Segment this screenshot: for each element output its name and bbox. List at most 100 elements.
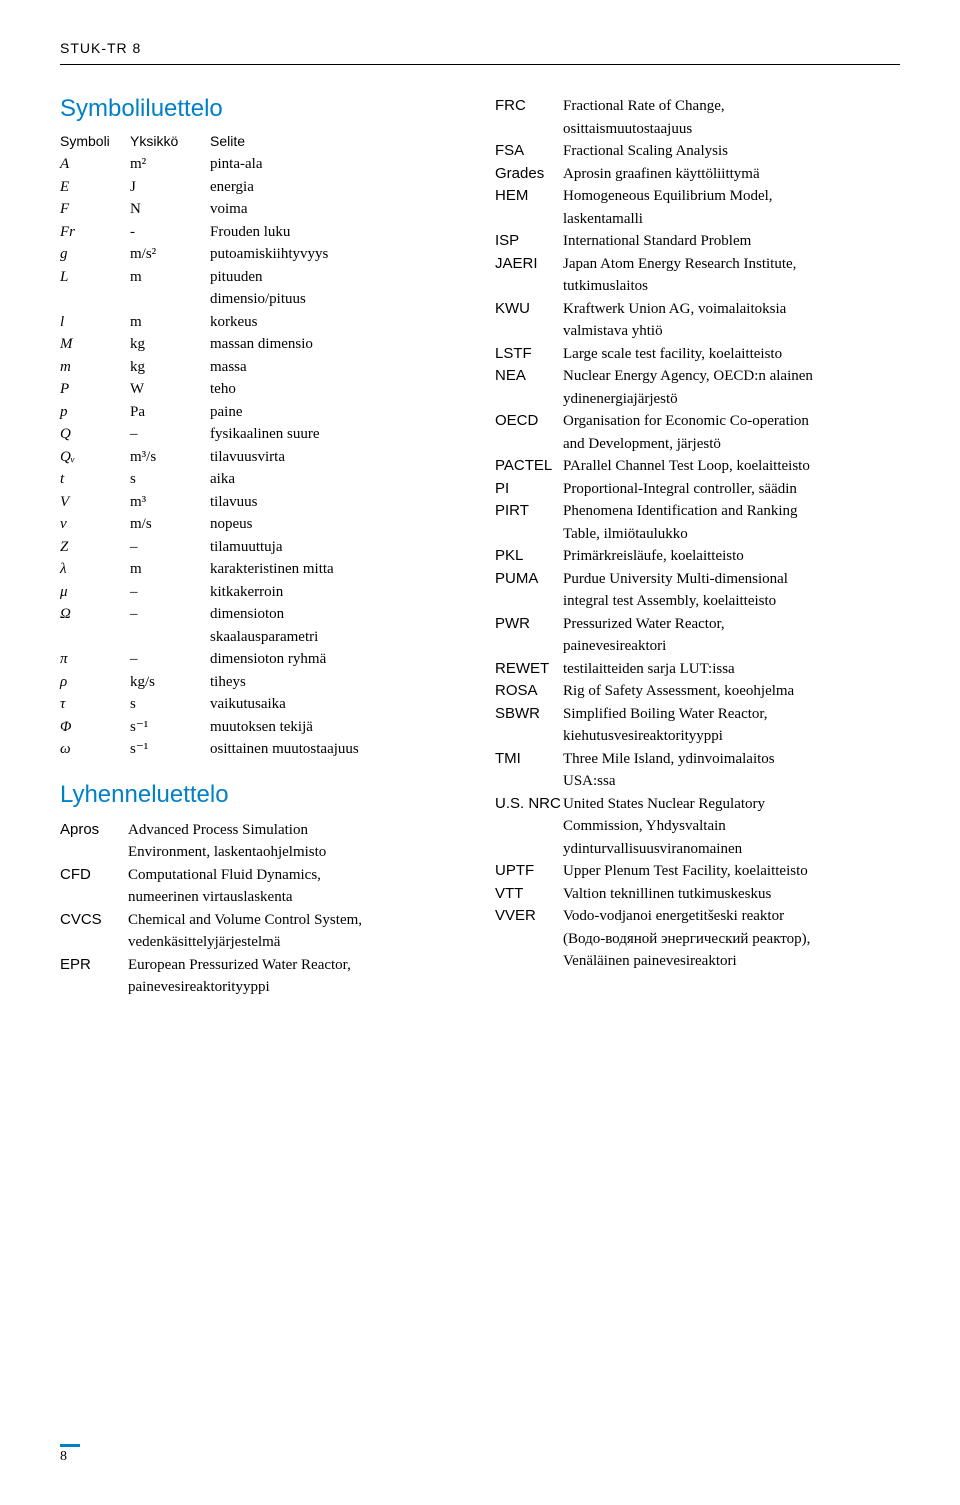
desc-cell: tilavuusvirta	[210, 446, 465, 469]
desc-cell: korkeus	[210, 311, 465, 334]
unit-cell: s⁻¹	[130, 716, 210, 739]
abbrev-row: HEMHomogeneous Equilibrium Model,	[495, 185, 900, 208]
symbol-row: Mkgmassan dimensio	[60, 333, 465, 356]
symbol-row: μ–kitkakerroin	[60, 581, 465, 604]
desc-cell: teho	[210, 378, 465, 401]
abbrev-row: U.S. NRCUnited States Nuclear Regulatory	[495, 793, 900, 816]
desc-cell: pituuden	[210, 266, 465, 289]
symbol-cell: M	[60, 333, 130, 356]
symbol-row: Z–tilamuuttuja	[60, 536, 465, 559]
symbol-cell: μ	[60, 581, 130, 604]
abbrev-key: PWR	[495, 613, 563, 636]
abbrev-key: FSA	[495, 140, 563, 163]
abbrev-text: Primärkreisläufe, koelaitteisto	[563, 545, 900, 568]
unit-cell: m³/s	[130, 446, 210, 469]
symbol-row: ωs⁻¹osittainen muutostaajuus	[60, 738, 465, 761]
unit-cell: kg	[130, 356, 210, 379]
abbrev-text-cont: integral test Assembly, koelaitteisto	[495, 590, 900, 613]
abbrev-key: REWET	[495, 658, 563, 681]
abbrev-row: CVCSChemical and Volume Control System,	[60, 909, 465, 932]
abbrev-key: VVER	[495, 905, 563, 928]
abbrev-text-cont: tutkimuslaitos	[495, 275, 900, 298]
abbrev-row: CFDComputational Fluid Dynamics,	[60, 864, 465, 887]
symbol-row: gm/s²putoamiskiihtyvyys	[60, 243, 465, 266]
abbrev-key: OECD	[495, 410, 563, 433]
abbrev-key: ROSA	[495, 680, 563, 703]
left-column: Symboliluettelo Symboli Yksikkö Selite A…	[60, 95, 465, 999]
symbol-cell: v	[60, 513, 130, 536]
abbrev-key: EPR	[60, 954, 128, 977]
abbrev-row: PKLPrimärkreisläufe, koelaitteisto	[495, 545, 900, 568]
unit-cell: –	[130, 603, 210, 626]
desc-cell: skaalausparametri	[210, 626, 465, 649]
abbrev-list-title: Lyhenneluettelo	[60, 781, 465, 809]
abbrev-row: OECDOrganisation for Economic Co-operati…	[495, 410, 900, 433]
symbol-row: Fr-Frouden luku	[60, 221, 465, 244]
abbrev-text: International Standard Problem	[563, 230, 900, 253]
abbrev-key: ISP	[495, 230, 563, 253]
abbrev-row: UPTFUpper Plenum Test Facility, koelaitt…	[495, 860, 900, 883]
symbol-row: lmkorkeus	[60, 311, 465, 334]
unit-cell: m	[130, 311, 210, 334]
symbol-cell: l	[60, 311, 130, 334]
abbrev-key: Grades	[495, 163, 563, 186]
symbol-row: Lmpituuden	[60, 266, 465, 289]
unit-cell	[130, 626, 210, 649]
symbol-table-body: Am²pinta-alaEJenergiaFNvoimaFr-Frouden l…	[60, 153, 465, 761]
desc-cell: putoamiskiihtyvyys	[210, 243, 465, 266]
abbrev-key: CFD	[60, 864, 128, 887]
symbol-row: vm/snopeus	[60, 513, 465, 536]
desc-cell: dimensioton	[210, 603, 465, 626]
abbrev-key: LSTF	[495, 343, 563, 366]
unit-cell: W	[130, 378, 210, 401]
abbrev-text: Large scale test facility, koelaitteisto	[563, 343, 900, 366]
header-symbol: Symboli	[60, 133, 130, 149]
desc-cell: kitkakerroin	[210, 581, 465, 604]
abbrev-text-cont: USA:ssa	[495, 770, 900, 793]
symbol-row: Ω–dimensioton	[60, 603, 465, 626]
symbol-row: τsvaikutusaika	[60, 693, 465, 716]
symbol-cell: V	[60, 491, 130, 514]
abbrev-text: Fractional Rate of Change,	[563, 95, 900, 118]
abbrev-text: Pressurized Water Reactor,	[563, 613, 900, 636]
abbrev-text: Proportional-Integral controller, säädin	[563, 478, 900, 501]
unit-cell: m/s²	[130, 243, 210, 266]
symbol-cell: Qᵥ	[60, 446, 130, 469]
symbol-row: Am²pinta-ala	[60, 153, 465, 176]
unit-cell: m	[130, 558, 210, 581]
abbrev-text-cont: painevesireaktorityyppi	[60, 976, 465, 999]
symbol-cell: λ	[60, 558, 130, 581]
symbol-row: FNvoima	[60, 198, 465, 221]
symbol-cell: m	[60, 356, 130, 379]
abbrev-text-cont: laskentamalli	[495, 208, 900, 231]
abbrev-text-cont: kiehutusvesireaktorityyppi	[495, 725, 900, 748]
abbrev-row: FSAFractional Scaling Analysis	[495, 140, 900, 163]
abbrev-text-cont: painevesireaktori	[495, 635, 900, 658]
header-unit: Yksikkö	[130, 133, 210, 149]
abbrev-text: Fractional Scaling Analysis	[563, 140, 900, 163]
abbrev-text: Upper Plenum Test Facility, koelaitteist…	[563, 860, 900, 883]
symbol-cell: π	[60, 648, 130, 671]
symbol-row: skaalausparametri	[60, 626, 465, 649]
abbrev-key: PKL	[495, 545, 563, 568]
abbrev-key: NEA	[495, 365, 563, 388]
unit-cell: N	[130, 198, 210, 221]
abbrev-row: LSTFLarge scale test facility, koelaitte…	[495, 343, 900, 366]
desc-cell: massan dimensio	[210, 333, 465, 356]
content-columns: Symboliluettelo Symboli Yksikkö Selite A…	[60, 95, 900, 999]
symbol-row: EJenergia	[60, 176, 465, 199]
symbol-row: dimensio/pituus	[60, 288, 465, 311]
header-divider	[60, 64, 900, 65]
abbrev-key: HEM	[495, 185, 563, 208]
desc-cell: aika	[210, 468, 465, 491]
abbrev-row: SBWRSimplified Boiling Water Reactor,	[495, 703, 900, 726]
desc-cell: paine	[210, 401, 465, 424]
abbrev-text-cont: vedenkäsittelyjärjestelmä	[60, 931, 465, 954]
symbol-row: λmkarakteristinen mitta	[60, 558, 465, 581]
symbol-cell: ρ	[60, 671, 130, 694]
abbrev-key: TMI	[495, 748, 563, 771]
symbol-row: pPapaine	[60, 401, 465, 424]
abbrev-text: Purdue University Multi-dimensional	[563, 568, 900, 591]
unit-cell: –	[130, 581, 210, 604]
unit-cell: kg	[130, 333, 210, 356]
